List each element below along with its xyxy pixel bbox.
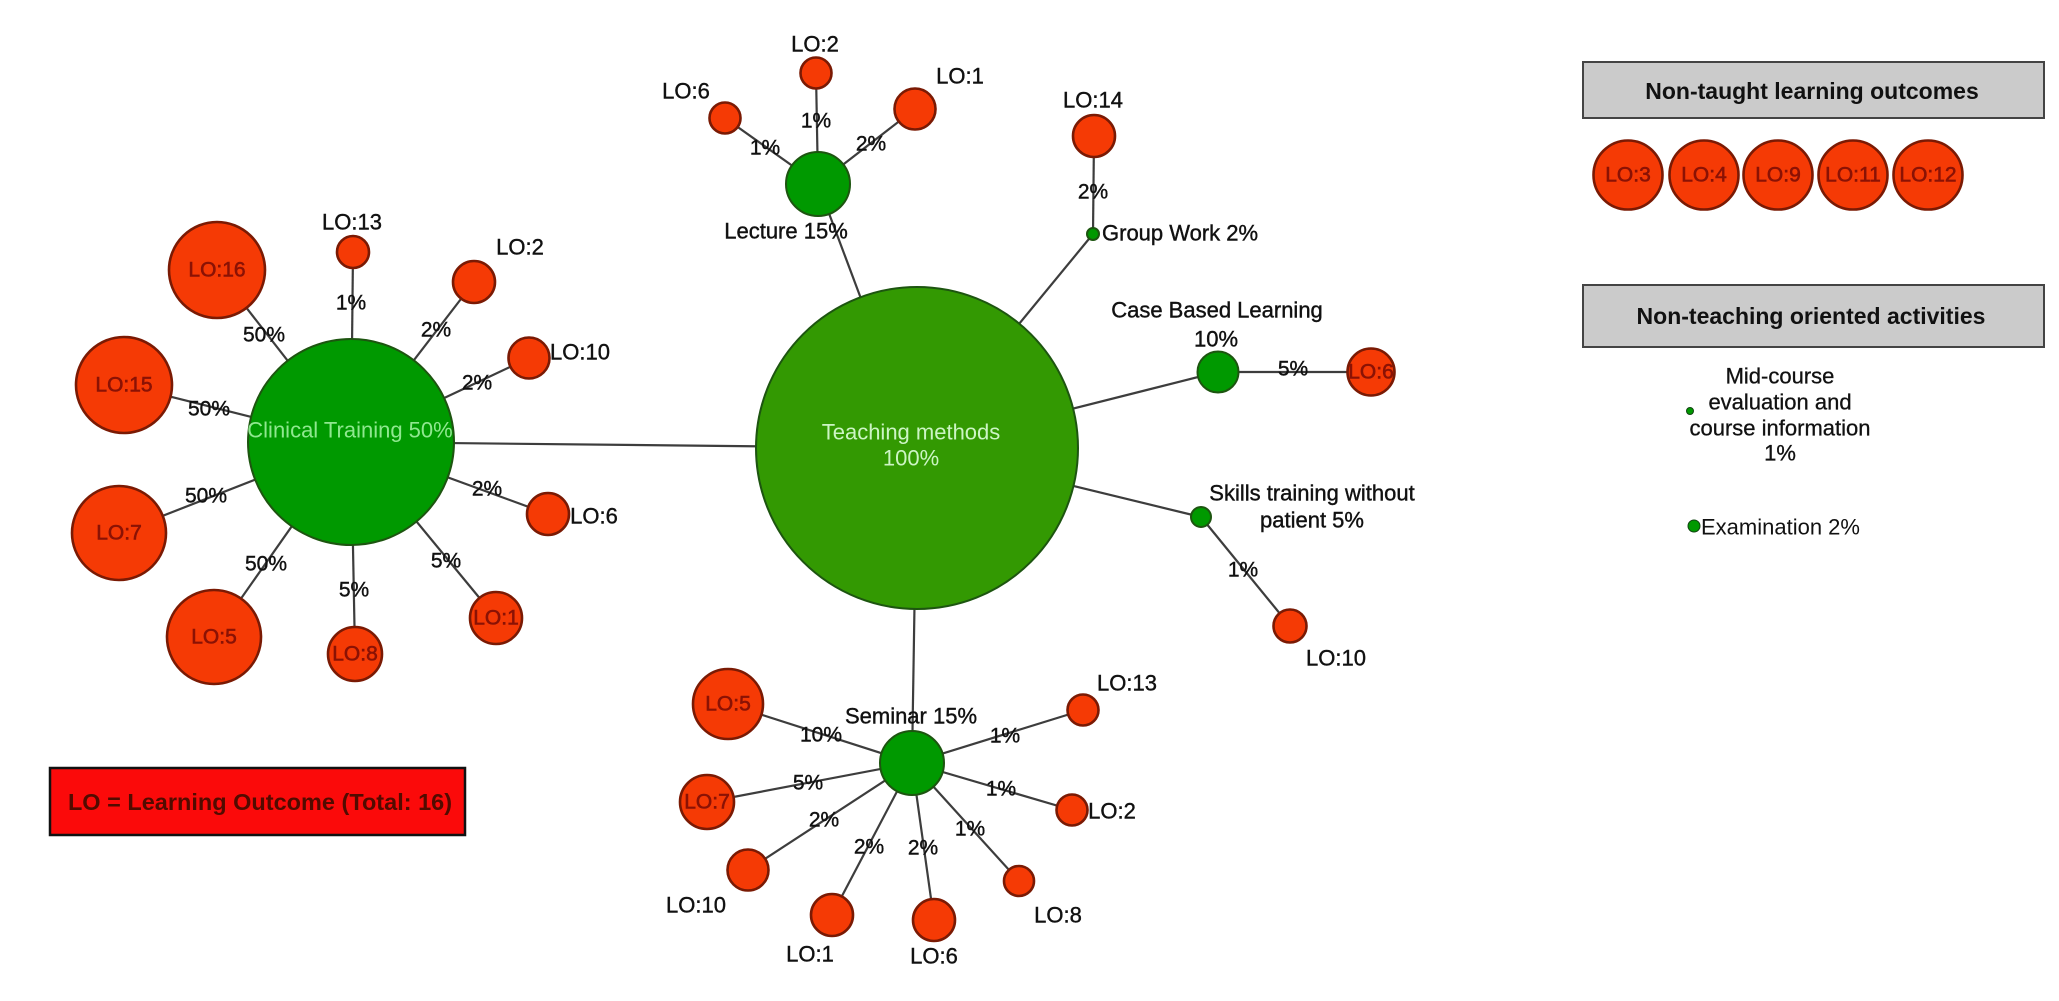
svg-text:Teaching methods: Teaching methods [822, 420, 1001, 445]
svg-text:1%: 1% [1228, 559, 1258, 582]
svg-text:LO:2: LO:2 [791, 32, 839, 57]
svg-text:LO:7: LO:7 [96, 522, 142, 545]
svg-text:Lecture 15%: Lecture 15% [724, 219, 848, 244]
svg-text:LO:15: LO:15 [95, 374, 152, 397]
svg-text:2%: 2% [1078, 181, 1108, 204]
svg-text:LO:16: LO:16 [188, 259, 245, 282]
svg-text:LO = Learning Outcome (Total:: LO = Learning Outcome (Total: 16) [68, 789, 452, 815]
svg-text:patient 5%: patient 5% [1260, 508, 1364, 533]
svg-text:LO:2: LO:2 [1088, 799, 1136, 824]
svg-text:1%: 1% [750, 137, 780, 160]
svg-text:LO:10: LO:10 [1306, 646, 1366, 671]
svg-text:1%: 1% [986, 778, 1016, 801]
svg-text:Clinical Training 50%: Clinical Training 50% [247, 418, 452, 443]
svg-text:LO:6: LO:6 [570, 504, 618, 529]
svg-text:10%: 10% [800, 724, 842, 747]
svg-text:Non-taught learning outcomes: Non-taught learning outcomes [1645, 78, 1979, 104]
svg-text:50%: 50% [188, 398, 230, 421]
svg-text:Case Based Learning: Case Based Learning [1111, 298, 1323, 323]
svg-text:50%: 50% [245, 553, 287, 576]
svg-text:2%: 2% [809, 809, 839, 832]
svg-text:evaluation and: evaluation and [1708, 390, 1851, 415]
svg-text:1%: 1% [336, 292, 366, 315]
svg-text:2%: 2% [854, 836, 884, 859]
svg-text:Group Work 2%: Group Work 2% [1102, 221, 1258, 246]
svg-text:50%: 50% [185, 485, 227, 508]
svg-text:1%: 1% [1764, 441, 1796, 466]
svg-text:LO:6: LO:6 [662, 79, 710, 104]
svg-text:LO:5: LO:5 [191, 626, 237, 649]
svg-text:LO:10: LO:10 [550, 340, 610, 365]
svg-text:5%: 5% [339, 579, 369, 602]
svg-text:5%: 5% [1278, 358, 1308, 381]
svg-text:LO:12: LO:12 [1899, 164, 1956, 187]
svg-text:1%: 1% [801, 110, 831, 133]
svg-text:2%: 2% [856, 133, 886, 156]
svg-text:100%: 100% [883, 446, 939, 471]
svg-text:1%: 1% [990, 725, 1020, 748]
svg-text:LO:5: LO:5 [705, 693, 751, 716]
svg-text:LO:8: LO:8 [1034, 903, 1082, 928]
svg-text:LO:11: LO:11 [1825, 164, 1881, 187]
svg-text:LO:14: LO:14 [1063, 88, 1123, 113]
svg-text:LO:13: LO:13 [322, 210, 382, 235]
svg-text:course information: course information [1690, 416, 1871, 441]
svg-text:LO:2: LO:2 [496, 235, 544, 260]
svg-text:LO:6: LO:6 [1348, 361, 1394, 384]
svg-text:Mid-course: Mid-course [1726, 364, 1835, 389]
svg-text:LO:1: LO:1 [936, 64, 984, 89]
svg-text:LO:13: LO:13 [1097, 671, 1157, 696]
svg-text:2%: 2% [472, 478, 502, 501]
svg-text:LO:3: LO:3 [1605, 164, 1651, 187]
svg-text:1%: 1% [955, 818, 985, 841]
svg-text:Non-teaching oriented activiti: Non-teaching oriented activities [1637, 303, 1986, 329]
svg-text:LO:10: LO:10 [666, 893, 726, 918]
svg-text:LO:4: LO:4 [1681, 164, 1727, 187]
svg-text:50%: 50% [243, 324, 285, 347]
svg-text:2%: 2% [908, 837, 938, 860]
svg-text:LO:1: LO:1 [473, 607, 519, 630]
svg-text:LO:7: LO:7 [684, 791, 730, 814]
svg-text:5%: 5% [793, 772, 823, 795]
svg-text:5%: 5% [431, 550, 461, 573]
svg-text:2%: 2% [462, 372, 492, 395]
svg-text:LO:6: LO:6 [910, 944, 958, 969]
svg-text:LO:1: LO:1 [786, 942, 834, 967]
svg-text:2%: 2% [421, 319, 451, 342]
svg-text:10%: 10% [1194, 327, 1238, 352]
svg-text:LO:9: LO:9 [1755, 164, 1801, 187]
svg-text:Skills training without: Skills training without [1209, 481, 1414, 506]
svg-text:Seminar 15%: Seminar 15% [845, 704, 977, 729]
svg-text:LO:8: LO:8 [332, 643, 378, 666]
svg-text:Examination 2%: Examination 2% [1701, 515, 1860, 540]
